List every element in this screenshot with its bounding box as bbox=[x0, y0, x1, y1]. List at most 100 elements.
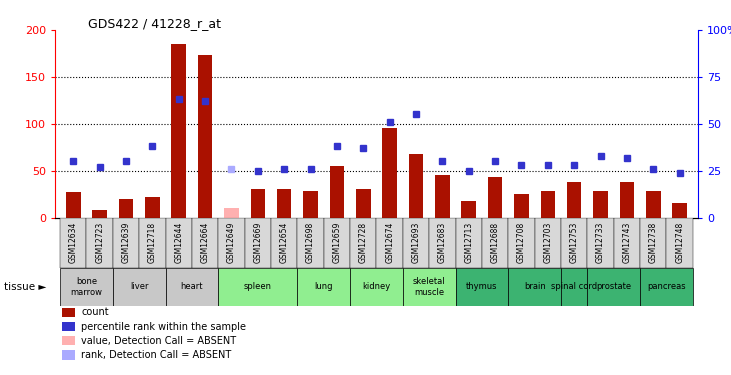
Bar bbox=[219, 217, 245, 268]
Text: GSM12748: GSM12748 bbox=[675, 222, 684, 263]
Bar bbox=[277, 189, 292, 217]
Text: kidney: kidney bbox=[363, 282, 390, 291]
Text: GSM12683: GSM12683 bbox=[438, 222, 447, 263]
Bar bbox=[588, 268, 640, 306]
Text: heart: heart bbox=[181, 282, 203, 291]
Text: GSM12718: GSM12718 bbox=[148, 222, 157, 262]
Text: GSM12693: GSM12693 bbox=[412, 222, 420, 263]
Text: GSM12644: GSM12644 bbox=[174, 222, 183, 263]
Bar bbox=[66, 192, 80, 217]
Bar bbox=[614, 217, 640, 268]
Bar bbox=[382, 128, 397, 217]
Text: skeletal
muscle: skeletal muscle bbox=[413, 277, 445, 297]
Text: GSM12674: GSM12674 bbox=[385, 222, 394, 263]
Bar bbox=[455, 217, 482, 268]
Bar bbox=[640, 217, 667, 268]
Text: count: count bbox=[81, 308, 109, 317]
Text: GSM12713: GSM12713 bbox=[464, 222, 473, 263]
Bar bbox=[219, 268, 298, 306]
Bar bbox=[245, 217, 271, 268]
Text: percentile rank within the sample: percentile rank within the sample bbox=[81, 322, 246, 332]
Bar bbox=[620, 182, 635, 218]
Bar bbox=[350, 268, 403, 306]
Text: GSM12733: GSM12733 bbox=[596, 222, 605, 263]
Bar bbox=[461, 201, 476, 217]
Bar bbox=[508, 217, 534, 268]
Bar bbox=[667, 217, 693, 268]
Bar bbox=[403, 217, 429, 268]
Bar bbox=[172, 44, 186, 218]
Bar bbox=[303, 191, 318, 217]
Bar bbox=[92, 210, 107, 218]
Bar bbox=[145, 197, 159, 217]
Text: liver: liver bbox=[130, 282, 148, 291]
Bar bbox=[113, 268, 165, 306]
Bar bbox=[60, 268, 113, 306]
Bar bbox=[403, 268, 455, 306]
Text: lung: lung bbox=[314, 282, 333, 291]
Bar bbox=[673, 203, 687, 217]
Bar bbox=[298, 217, 324, 268]
Text: GSM12669: GSM12669 bbox=[254, 222, 262, 263]
Bar bbox=[118, 199, 133, 217]
Bar bbox=[482, 217, 508, 268]
Text: GSM12659: GSM12659 bbox=[333, 222, 341, 263]
Bar bbox=[224, 208, 239, 218]
Text: GDS422 / 41228_r_at: GDS422 / 41228_r_at bbox=[88, 17, 221, 30]
Text: rank, Detection Call = ABSENT: rank, Detection Call = ABSENT bbox=[81, 350, 232, 360]
Text: spleen: spleen bbox=[244, 282, 272, 291]
Bar bbox=[350, 217, 376, 268]
Bar bbox=[409, 154, 423, 218]
Text: GSM12743: GSM12743 bbox=[622, 222, 632, 263]
Text: GSM12738: GSM12738 bbox=[649, 222, 658, 263]
Text: value, Detection Call = ABSENT: value, Detection Call = ABSENT bbox=[81, 336, 236, 346]
Bar bbox=[298, 268, 350, 306]
Text: spinal cord: spinal cord bbox=[551, 282, 597, 291]
Bar bbox=[165, 217, 192, 268]
Bar bbox=[86, 217, 113, 268]
Bar bbox=[435, 176, 450, 217]
Bar bbox=[165, 268, 219, 306]
Bar bbox=[324, 217, 350, 268]
Bar bbox=[561, 217, 588, 268]
Text: prostate: prostate bbox=[596, 282, 632, 291]
Bar bbox=[139, 217, 165, 268]
Bar bbox=[534, 217, 561, 268]
Bar bbox=[514, 194, 529, 217]
Bar bbox=[251, 189, 265, 217]
Bar bbox=[356, 189, 371, 217]
Text: GSM12728: GSM12728 bbox=[359, 222, 368, 262]
Text: GSM12639: GSM12639 bbox=[121, 222, 131, 263]
Text: GSM12654: GSM12654 bbox=[280, 222, 289, 263]
Text: thymus: thymus bbox=[466, 282, 498, 291]
Bar bbox=[508, 268, 561, 306]
Bar bbox=[640, 268, 693, 306]
Bar bbox=[455, 268, 508, 306]
Text: GSM12698: GSM12698 bbox=[306, 222, 315, 263]
Text: GSM12688: GSM12688 bbox=[491, 222, 499, 262]
Bar bbox=[113, 217, 139, 268]
Text: GSM12649: GSM12649 bbox=[227, 222, 236, 263]
Text: brain: brain bbox=[524, 282, 545, 291]
Bar bbox=[330, 166, 344, 218]
Text: bone
marrow: bone marrow bbox=[70, 277, 102, 297]
Bar bbox=[541, 191, 555, 217]
Text: GSM12723: GSM12723 bbox=[95, 222, 104, 263]
Text: pancreas: pancreas bbox=[647, 282, 686, 291]
Bar bbox=[271, 217, 298, 268]
Bar bbox=[567, 182, 581, 218]
Bar bbox=[192, 217, 219, 268]
Bar bbox=[429, 217, 455, 268]
Text: tissue ►: tissue ► bbox=[4, 282, 46, 292]
Bar bbox=[376, 217, 403, 268]
Text: GSM12634: GSM12634 bbox=[69, 222, 77, 263]
Bar bbox=[588, 217, 614, 268]
Bar bbox=[488, 177, 502, 218]
Bar bbox=[561, 268, 588, 306]
Text: GSM12703: GSM12703 bbox=[543, 222, 553, 263]
Text: GSM12753: GSM12753 bbox=[569, 222, 579, 263]
Bar bbox=[198, 56, 212, 217]
Bar bbox=[60, 217, 86, 268]
Bar bbox=[646, 191, 661, 217]
Text: GSM12708: GSM12708 bbox=[517, 222, 526, 263]
